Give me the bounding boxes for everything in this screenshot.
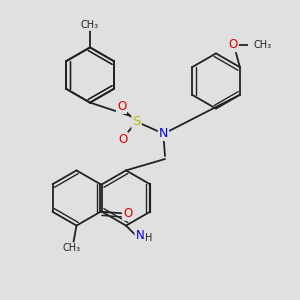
Text: CH₃: CH₃ (63, 243, 81, 253)
Text: CH₃: CH₃ (81, 20, 99, 30)
Text: O: O (118, 133, 127, 146)
Text: O: O (229, 38, 238, 51)
Text: O: O (123, 207, 132, 220)
Text: CH₃: CH₃ (254, 40, 272, 50)
Text: S: S (132, 115, 141, 128)
Text: N: N (159, 127, 168, 140)
Text: O: O (117, 100, 126, 113)
Text: H: H (145, 232, 152, 243)
Text: N: N (135, 229, 144, 242)
